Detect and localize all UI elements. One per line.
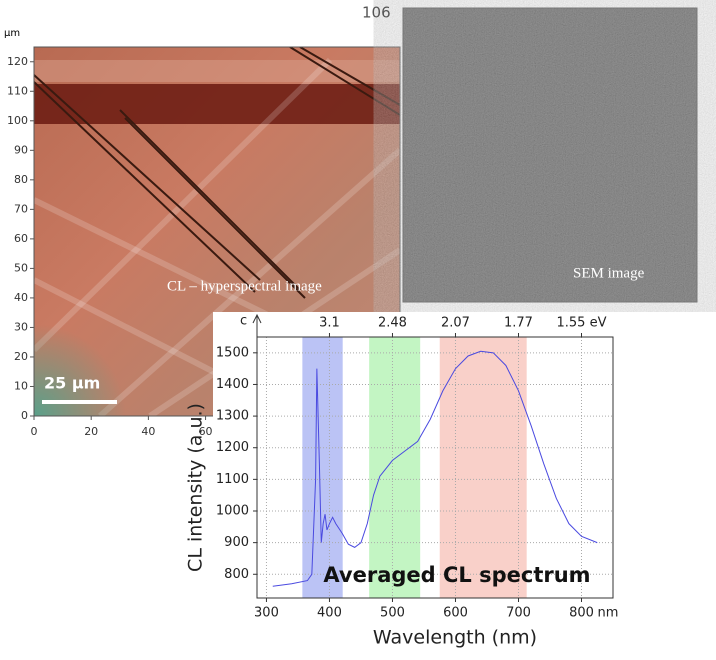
spectrum-line xyxy=(272,350,598,587)
x-tick-label: 800 xyxy=(569,606,594,621)
cl-annotation: CL – hyperspectral image xyxy=(167,278,322,294)
x-tick-label: 300 xyxy=(254,606,279,621)
y-tick-label: 800 xyxy=(224,567,249,582)
spectrum: 800 900 1000 1100 1200 1300 1400 1500 300 400 500 6… xyxy=(185,314,619,649)
y-tick-label: 1500 xyxy=(216,345,249,360)
x-unit: nm xyxy=(597,606,618,621)
y-tick-label: 1300 xyxy=(216,409,249,424)
y-tick-label: 70 xyxy=(14,202,28,215)
scale-bar-label: 25 μm xyxy=(44,374,100,393)
y-tick-label: 40 xyxy=(14,291,28,304)
top-tick-label: 3.1 xyxy=(319,316,340,331)
x-tick-label: 500 xyxy=(380,606,405,621)
cl-axes: 0 10 20 30 40 50 60 70 80 90 100 110 120 0 20 40 60 xyxy=(7,55,213,438)
sem-scale-label: 106 xyxy=(362,4,391,22)
y-tick-label: 50 xyxy=(14,261,28,274)
chart-title: Averaged CL spectrum xyxy=(323,563,590,587)
x-tick-label: 20 xyxy=(84,425,98,438)
y-tick-label: 110 xyxy=(7,84,28,97)
y-tick-label: 10 xyxy=(14,379,28,392)
y-tick-label: 60 xyxy=(14,232,28,245)
x-tick-label: 0 xyxy=(31,425,38,438)
y-tick-label: 900 xyxy=(224,535,249,550)
top-tick-label: 1.55 eV xyxy=(557,316,607,331)
y-tick-label: 100 xyxy=(7,114,28,127)
band xyxy=(369,337,421,598)
y-tick-label: 1200 xyxy=(216,440,249,455)
y-tick-label: 80 xyxy=(14,173,28,186)
top-tick-label: 1.77 xyxy=(504,316,533,331)
y-tick-label: 20 xyxy=(14,350,28,363)
band xyxy=(439,337,527,598)
y-tick-label: 1000 xyxy=(216,504,249,519)
band xyxy=(302,337,343,598)
y-unit: μm xyxy=(4,28,20,39)
corner-label: c xyxy=(240,314,247,329)
plot-frame xyxy=(256,336,614,599)
y-tick-label: 0 xyxy=(21,409,28,422)
y-tick-label: 90 xyxy=(14,143,28,156)
x-axis-label: Wavelength (nm) xyxy=(373,627,537,649)
y-tick-label: 1400 xyxy=(216,377,249,392)
x-tick-label: 700 xyxy=(506,606,531,621)
y-tick-label: 1100 xyxy=(216,472,249,487)
top-tick-label: 2.07 xyxy=(441,316,470,331)
x-tick-label: 600 xyxy=(443,606,468,621)
sem-label: SEM image xyxy=(573,265,645,281)
top-tick-label: 2.48 xyxy=(378,316,407,331)
y-axis-label: CL intensity (a.u.) xyxy=(185,403,207,572)
x-tick-label: 60 xyxy=(199,425,213,438)
x-tick-label: 400 xyxy=(317,606,342,621)
y-tick-label: 30 xyxy=(14,320,28,333)
sem-image xyxy=(402,7,698,303)
y-tick-label: 120 xyxy=(7,55,28,68)
x-tick-label: 40 xyxy=(141,425,155,438)
